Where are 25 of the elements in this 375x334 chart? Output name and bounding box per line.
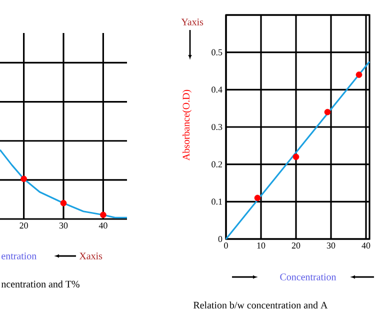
y-tick-label: 0 xyxy=(218,236,222,242)
x-tick-label: 10 xyxy=(257,242,266,249)
text: Relation b/w concentration and A xyxy=(193,301,328,308)
x-axis-title: Concentration xyxy=(280,274,336,280)
x-tick-label: 30 xyxy=(326,242,336,249)
x-tick-label: 30 xyxy=(59,222,68,229)
x-tick-label: 40 xyxy=(98,222,108,229)
point xyxy=(324,108,331,116)
point xyxy=(356,72,362,78)
x-tick-label: 0 xyxy=(224,242,228,249)
x-tick-label: 20 xyxy=(20,222,28,229)
text: Xaxis xyxy=(79,252,102,260)
x-tick-label: 40 xyxy=(362,242,370,249)
y-tick-label: 0.5 xyxy=(212,49,222,56)
y-axis-title: Absorbance(O.D) xyxy=(182,90,192,160)
y-tick-label: 0.3 xyxy=(212,124,222,130)
text: ncentration and T% xyxy=(1,280,80,288)
y-tick-label: 0.2 xyxy=(212,161,222,168)
x-tick-label: 20 xyxy=(292,242,300,249)
y-tick-label: 0.1 xyxy=(212,198,222,205)
point xyxy=(292,154,300,160)
point xyxy=(254,194,261,202)
y-tick-label: 0.4 xyxy=(212,86,222,93)
text: Yaxis xyxy=(181,18,204,26)
x-axis-title: entration xyxy=(2,252,36,260)
